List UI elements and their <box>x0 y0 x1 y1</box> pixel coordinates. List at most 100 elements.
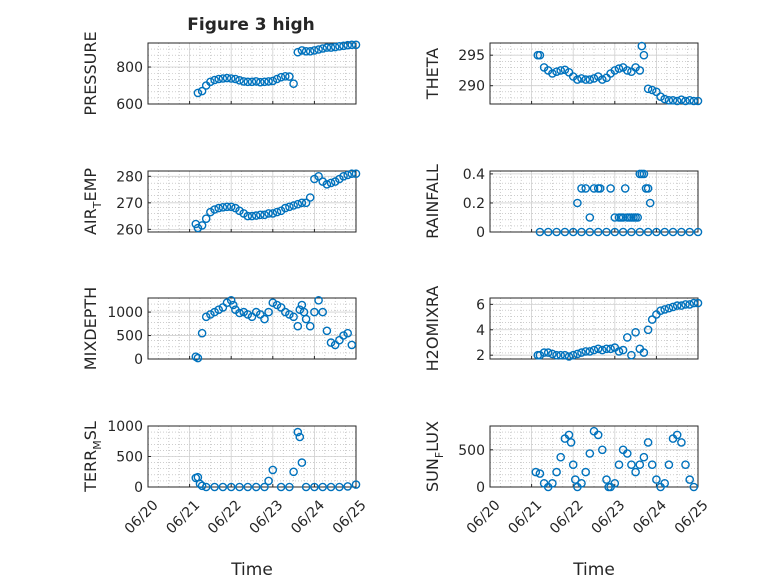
series-markers <box>191 427 361 492</box>
y-tick-label: 500 <box>116 450 143 466</box>
series-markers <box>191 169 361 233</box>
y-tick-label: 295 <box>458 48 485 64</box>
data-point <box>585 75 595 84</box>
data-point <box>247 211 257 221</box>
y-axis-label-main: AIR <box>81 208 100 235</box>
data-point <box>685 227 695 237</box>
data-point <box>577 227 586 237</box>
y-axis-label-main: PRESSURE <box>81 31 100 115</box>
x-axis-label: Time <box>230 560 273 580</box>
y-axis-label: H2OMIXRA <box>423 286 442 372</box>
data-point <box>285 72 294 81</box>
data-point <box>589 74 599 83</box>
axes-frame <box>489 425 699 488</box>
axes-frame <box>147 170 357 233</box>
data-point <box>214 203 223 213</box>
data-point <box>548 349 557 359</box>
data-point <box>589 345 599 355</box>
data-point <box>660 478 670 488</box>
series-markers <box>535 169 703 237</box>
data-point <box>330 340 340 350</box>
data-point <box>548 478 557 488</box>
data-point <box>243 310 253 319</box>
data-point <box>581 467 591 477</box>
data-point <box>330 177 340 186</box>
data-point <box>660 94 670 104</box>
data-point <box>552 227 561 237</box>
data-point <box>556 350 566 360</box>
data-point <box>614 347 624 356</box>
data-point <box>280 203 290 213</box>
data-point <box>222 202 232 212</box>
data-point <box>664 303 674 313</box>
y-tick-label: 500 <box>458 443 485 459</box>
data-point <box>556 452 566 462</box>
data-point <box>297 46 307 55</box>
y-axis-label-main: TERR <box>81 450 100 493</box>
data-point <box>645 198 655 208</box>
data-point <box>239 307 248 317</box>
y-tick-label: 270 <box>116 196 143 212</box>
data-point <box>610 227 620 237</box>
data-point <box>689 96 699 106</box>
data-point <box>351 169 361 178</box>
data-point <box>251 482 261 492</box>
data-point <box>531 467 541 477</box>
y-axis-label-main: THETA <box>423 48 442 100</box>
data-point <box>272 74 282 84</box>
panel-h2omixra: 2 4 6 H2OMIXRA <box>423 286 703 372</box>
data-point <box>226 482 236 492</box>
y-axis-label-main: MIXDEPTH <box>81 287 100 370</box>
data-point <box>289 201 298 210</box>
data-point <box>276 482 286 492</box>
x-tick-label: 06/25 <box>330 497 370 537</box>
data-point <box>577 478 586 488</box>
data-point <box>664 460 674 470</box>
data-point <box>268 209 278 218</box>
axes-frame <box>489 42 699 105</box>
data-point <box>643 184 653 193</box>
data-point <box>614 460 624 470</box>
data-point <box>685 475 695 484</box>
y-tick-label: 0 <box>476 225 485 241</box>
x-tick-label: 06/20 <box>464 497 504 537</box>
data-point <box>235 76 244 85</box>
series-markers <box>191 295 357 363</box>
data-point <box>289 467 298 477</box>
y-tick-label: 4 <box>476 323 485 339</box>
axes-frame <box>489 297 699 360</box>
data-point <box>598 75 607 84</box>
data-point <box>268 465 278 475</box>
data-point <box>326 43 336 52</box>
data-point <box>581 184 591 193</box>
y-tick-label: 500 <box>116 329 143 345</box>
data-point <box>685 96 695 105</box>
data-point <box>581 75 591 84</box>
data-point <box>660 305 670 314</box>
data-point <box>255 210 265 220</box>
data-point <box>251 307 261 317</box>
data-point <box>577 348 586 357</box>
data-point <box>343 40 353 50</box>
data-point <box>351 480 361 489</box>
y-tick-label: 280 <box>116 169 143 185</box>
data-point <box>310 46 319 55</box>
data-point <box>289 312 298 322</box>
data-point <box>243 77 253 87</box>
data-point <box>239 77 248 86</box>
data-point <box>672 96 682 106</box>
figure-title: Figure 3 high <box>187 15 315 35</box>
y-axis-label-rest: EMP <box>81 168 100 202</box>
data-point <box>552 467 561 477</box>
data-point <box>235 308 244 318</box>
data-point <box>593 430 603 440</box>
data-point <box>635 66 645 75</box>
data-point <box>206 77 215 87</box>
data-point <box>660 227 670 237</box>
panel-theta: 290 295 THETA <box>423 41 703 106</box>
data-point <box>631 467 640 477</box>
data-point <box>585 227 595 237</box>
data-point <box>595 184 605 193</box>
data-point <box>193 88 203 98</box>
